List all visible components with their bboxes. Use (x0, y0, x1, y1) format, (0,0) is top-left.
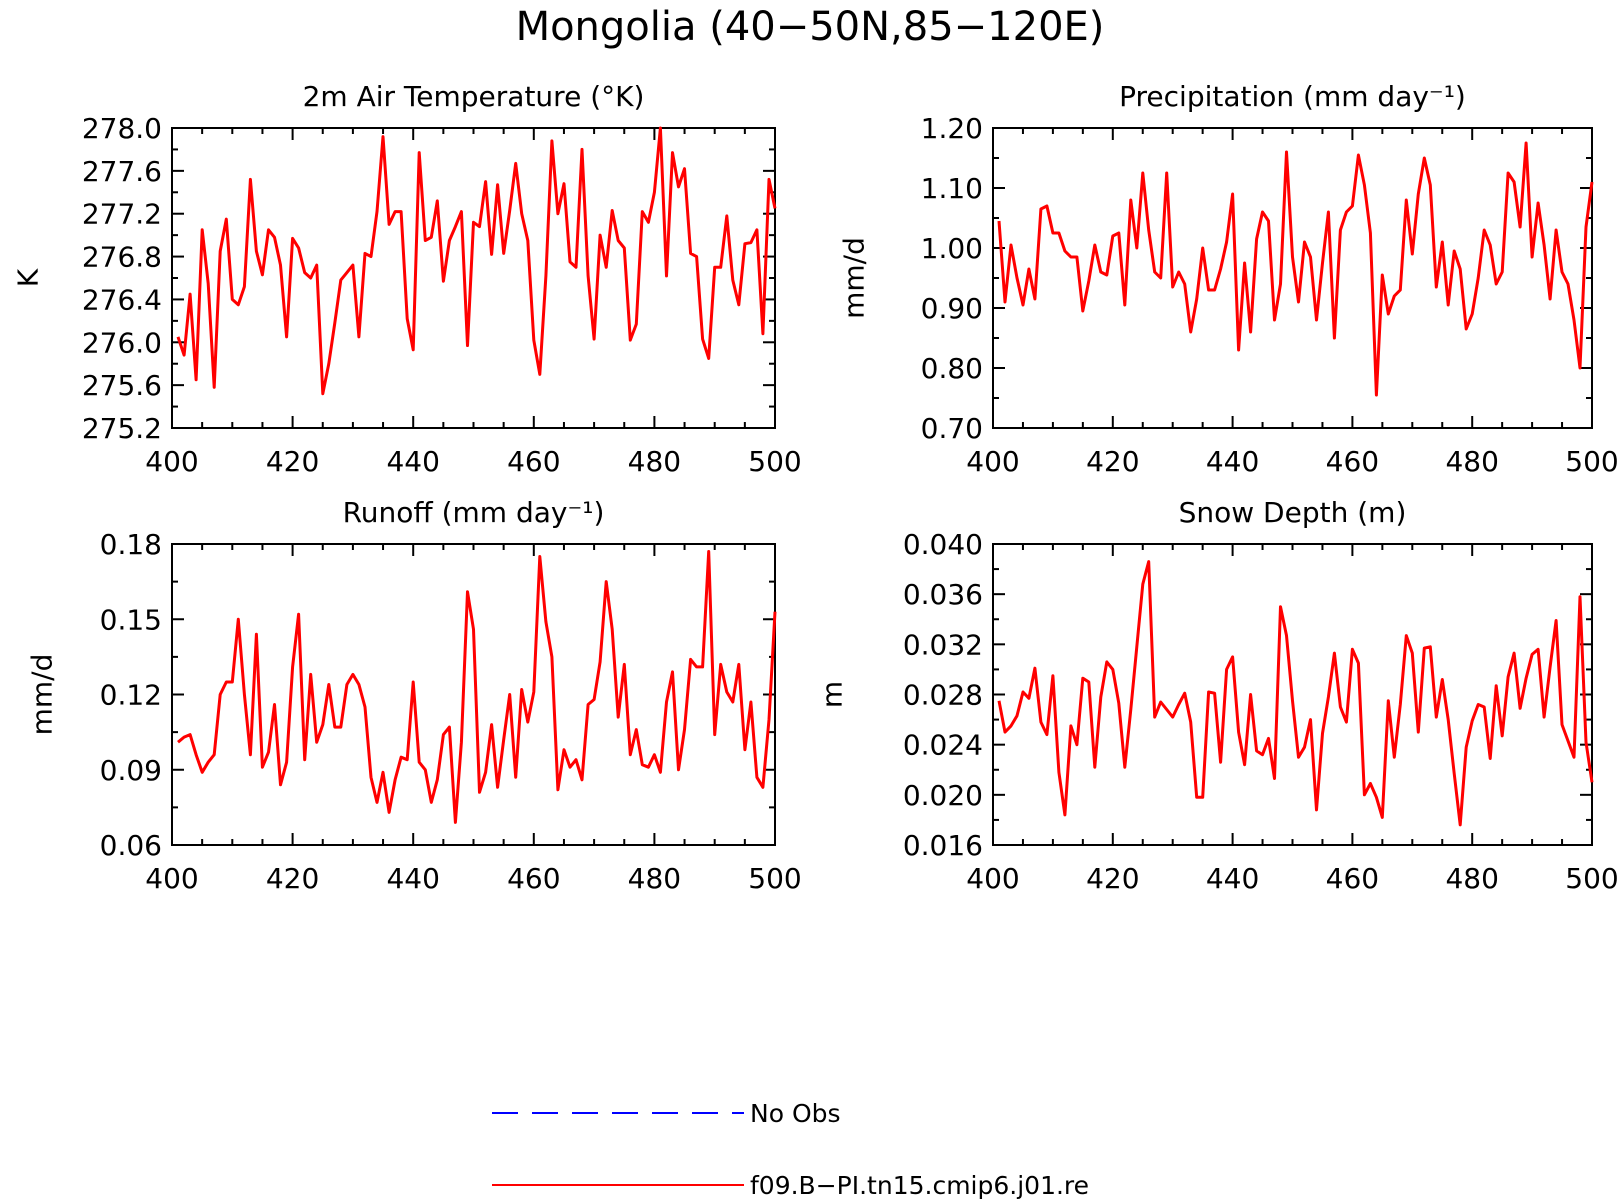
panel-4: Snow Depth (m) 400 420 440 460 480 500 0.016 0.0… (816, 496, 1619, 895)
x-tick-label: 400 (145, 445, 198, 478)
y-tick-label: 277.6 (82, 155, 162, 188)
y-tick-label: 0.18 (100, 528, 162, 561)
series-line (997, 560, 1594, 827)
x-tick-label: 480 (628, 862, 681, 895)
y-tick-label: 0.020 (903, 779, 983, 812)
y-axis-label: mm/d (26, 654, 59, 736)
y-tick-label: 0.016 (903, 829, 983, 862)
y-tick-label: 0.70 (921, 412, 983, 445)
x-tick-label: 440 (1206, 445, 1259, 478)
panel-title: 2m Air Temperature (°K) (303, 80, 645, 113)
legend-label: No Obs (750, 1099, 841, 1128)
x-tick-label: 420 (1086, 862, 1139, 895)
x-tick-label: 460 (507, 445, 560, 478)
y-tick-label: 1.00 (921, 232, 983, 265)
y-tick-label: 276.8 (82, 241, 162, 274)
plot-frame (171, 543, 776, 846)
x-tick-label: 500 (1565, 862, 1618, 895)
legend: No Obs f09.B−PI.tn15.cmip6.j01.re (492, 1099, 1089, 1200)
panel-title: Runoff (mm day⁻¹) (343, 496, 605, 529)
plot-frame (992, 127, 1593, 429)
y-tick-label: 0.06 (100, 829, 162, 862)
series-line (176, 126, 777, 396)
x-tick-label: 480 (628, 445, 681, 478)
x-tick-label: 500 (748, 862, 801, 895)
y-tick-label: 275.6 (82, 369, 162, 402)
x-tick-label: 440 (386, 862, 439, 895)
x-tick-label: 440 (386, 445, 439, 478)
y-tick-label: 275.2 (82, 412, 162, 445)
y-axis-label: K (12, 268, 45, 287)
y-tick-label: 276.0 (82, 326, 162, 359)
y-tick-label: 0.12 (100, 679, 162, 712)
x-tick-label: 460 (1326, 862, 1379, 895)
series-line (177, 550, 777, 824)
figure-title: Mongolia (40−50N,85−120E) (516, 4, 1105, 50)
x-tick-label: 420 (266, 862, 319, 895)
panel-title: Snow Depth (m) (1179, 496, 1407, 529)
x-tick-label: 480 (1445, 862, 1498, 895)
y-tick-label: 1.20 (921, 112, 983, 145)
y-tick-label: 0.80 (921, 352, 983, 385)
y-tick-label: 0.040 (903, 528, 983, 561)
y-tick-label: 0.028 (903, 679, 983, 712)
y-tick-label: 0.036 (903, 578, 983, 611)
x-tick-label: 460 (1326, 445, 1379, 478)
y-axis-label: m (816, 681, 849, 708)
panel-1: 2m Air Temperature (°K) 400 420 440 460 480 50… (12, 80, 802, 478)
series-line (997, 141, 1594, 397)
x-tick-label: 400 (145, 862, 198, 895)
y-tick-label: 0.024 (903, 729, 983, 762)
panel-2: Precipitation (mm day⁻¹) 400 420 440 460 480 5… (838, 80, 1619, 478)
y-tick-label: 277.2 (82, 198, 162, 231)
y-tick-label: 0.032 (903, 628, 983, 661)
legend-label: f09.B−PI.tn15.cmip6.j01.re (750, 1171, 1089, 1200)
x-tick-label: 400 (966, 862, 1019, 895)
y-axis-label: mm/d (838, 237, 871, 319)
y-tick-label: 1.10 (921, 172, 983, 205)
x-tick-label: 480 (1445, 445, 1498, 478)
x-tick-label: 500 (1565, 445, 1618, 478)
x-tick-label: 500 (748, 445, 801, 478)
y-tick-label: 278.0 (82, 112, 162, 145)
x-tick-label: 400 (966, 445, 1019, 478)
y-tick-label: 0.09 (100, 754, 162, 787)
y-tick-label: 0.90 (921, 292, 983, 325)
x-tick-label: 420 (266, 445, 319, 478)
x-tick-label: 460 (507, 862, 560, 895)
y-tick-label: 0.15 (100, 603, 162, 636)
panel-3: Runoff (mm day⁻¹) 400 420 440 460 480 500 0.06 0… (26, 496, 802, 895)
x-tick-label: 440 (1206, 862, 1259, 895)
x-tick-label: 420 (1086, 445, 1139, 478)
panel-title: Precipitation (mm day⁻¹) (1119, 80, 1466, 113)
y-tick-label: 276.4 (82, 283, 162, 316)
